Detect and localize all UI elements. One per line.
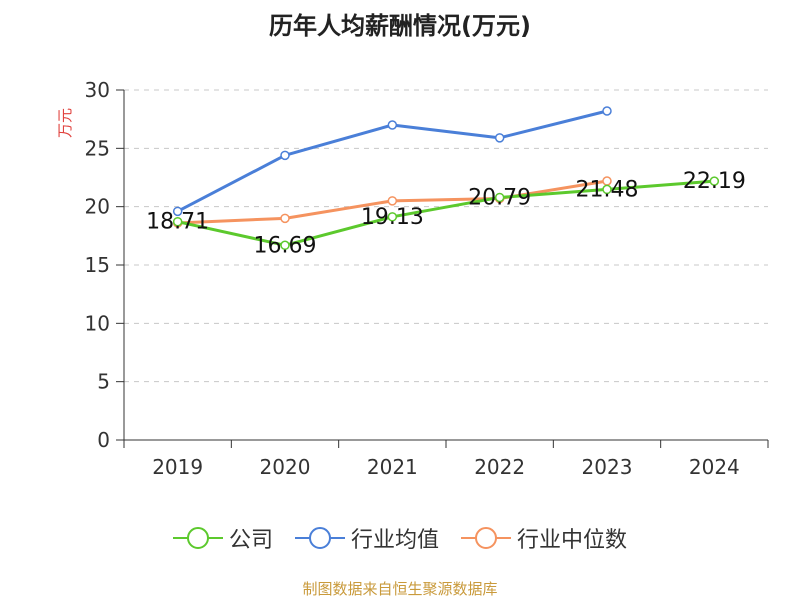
legend-marker <box>475 527 497 549</box>
data-point <box>602 106 612 116</box>
x-tick-label: 2023 <box>582 455 633 479</box>
series <box>172 106 720 251</box>
x-tick-label: 2021 <box>367 455 418 479</box>
data-label: 18.71 <box>146 210 209 235</box>
data-point <box>280 240 290 251</box>
data-point <box>709 176 720 186</box>
series-line <box>177 179 715 247</box>
x-tick-label: 2019 <box>152 455 203 479</box>
x-tick-label: 2022 <box>474 455 525 479</box>
legend-label: 公司 <box>228 528 273 553</box>
data-label: 16.69 <box>254 233 317 258</box>
legend-marker <box>186 527 209 549</box>
data-point <box>172 206 183 217</box>
data-label: 20.79 <box>468 185 531 210</box>
data-point <box>172 216 183 227</box>
legend-swatch <box>294 527 345 549</box>
data-point <box>280 213 290 224</box>
legend: 公司 行业均值 行业中位数 <box>0 520 800 556</box>
y-tick-label: 0 <box>97 428 110 452</box>
legend-marker <box>308 527 331 549</box>
data-point <box>494 133 505 143</box>
data-point <box>387 212 398 222</box>
x-tick-label: 2024 <box>689 455 740 479</box>
data-labels: 18.71 16.69 19.13 20.79 21.48 22.19 <box>146 169 746 258</box>
y-tick-label: 10 <box>85 311 110 335</box>
y-tick-label: 30 <box>85 78 110 102</box>
y-tick-label: 25 <box>85 136 110 160</box>
legend-swatch <box>172 527 223 549</box>
legend-label: 行业中位数 <box>517 528 628 553</box>
legend-item[interactable]: 行业中位数 <box>461 522 627 554</box>
data-point <box>494 192 505 203</box>
x-tick-label: 2020 <box>260 455 311 479</box>
data-label: 22.19 <box>683 169 746 194</box>
legend-item[interactable]: 公司 <box>172 522 273 554</box>
source-note: 制图数据来自恒生聚源数据库 <box>302 580 498 598</box>
y-tick-label: 15 <box>85 253 110 277</box>
legend-label: 行业均值 <box>350 528 439 553</box>
data-label: 21.48 <box>576 177 639 202</box>
chart-title: 历年人均薪酬情况(万元) <box>269 12 531 40</box>
data-label: 19.13 <box>361 205 424 230</box>
data-point <box>387 120 398 130</box>
y-tick-label: 20 <box>85 195 110 219</box>
grid <box>124 89 768 383</box>
legend-swatch <box>461 527 511 549</box>
axes: 0 5 10 15 20 25 30 2019 2020 2021 2022 2023 2024 <box>85 78 769 479</box>
data-point <box>602 184 612 195</box>
data-point <box>280 150 290 161</box>
y-axis-label: 万元 <box>56 108 74 138</box>
y-tick-label: 5 <box>97 370 110 394</box>
legend-item[interactable]: 行业均值 <box>294 522 439 554</box>
data-point <box>387 196 398 206</box>
